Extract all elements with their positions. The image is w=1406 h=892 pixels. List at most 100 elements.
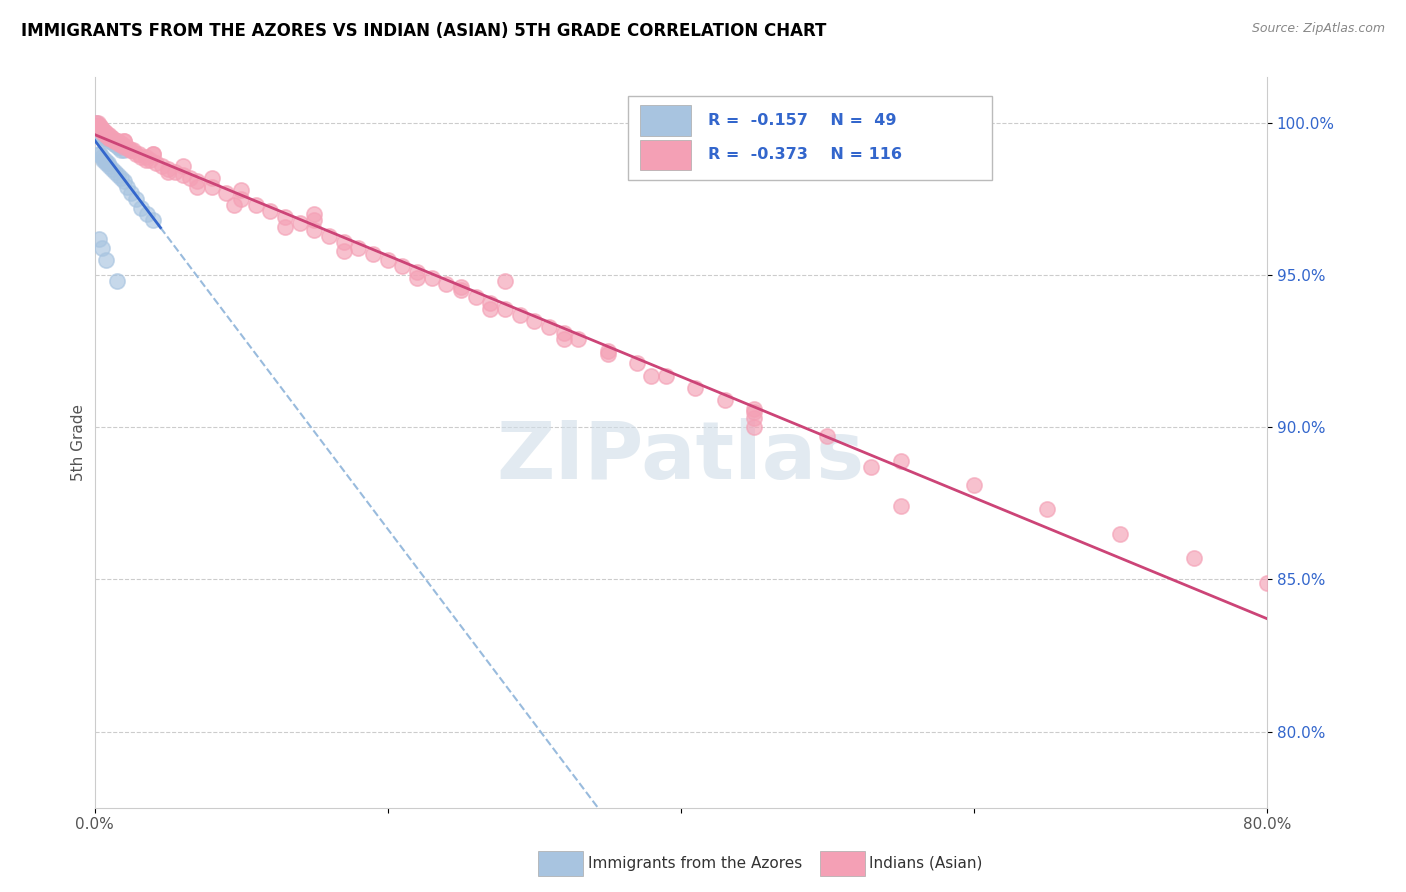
Text: ZIPatlas: ZIPatlas [496, 418, 865, 496]
Point [97, 128, 120, 143]
Point [98, 134, 121, 148]
Point [145, 155, 167, 169]
Point [105, 274, 128, 288]
Point [93, 125, 115, 139]
Point [104, 134, 127, 148]
Text: Immigrants from the Azores: Immigrants from the Azores [588, 856, 801, 871]
Point [115, 180, 138, 194]
Point [110, 144, 132, 158]
Point [509, 308, 531, 322]
Point [94, 125, 117, 139]
Point [245, 198, 267, 212]
Point [304, 222, 326, 236]
Text: IMMIGRANTS FROM THE AZORES VS INDIAN (ASIAN) 5TH GRADE CORRELATION CHART: IMMIGRANTS FROM THE AZORES VS INDIAN (AS… [21, 22, 827, 40]
Point [523, 314, 546, 328]
Point [135, 153, 157, 167]
Point [406, 265, 429, 279]
Point [101, 131, 124, 145]
Point [87, 119, 110, 133]
Point [124, 146, 146, 161]
Point [112, 134, 135, 148]
Point [201, 170, 224, 185]
Point [186, 174, 208, 188]
Point [84, 116, 107, 130]
Point [107, 168, 129, 182]
Point [84, 116, 107, 130]
Point [87, 122, 110, 136]
FancyBboxPatch shape [640, 105, 692, 136]
Point [201, 180, 224, 194]
Point [231, 192, 253, 206]
Point [640, 368, 662, 383]
Point [890, 454, 912, 468]
Point [87, 122, 110, 136]
Point [131, 150, 153, 164]
Point [464, 289, 486, 303]
Text: R =  -0.157    N =  49: R = -0.157 N = 49 [707, 113, 896, 128]
Point [742, 402, 765, 417]
Point [118, 144, 141, 158]
Point [713, 392, 735, 407]
Point [93, 131, 115, 145]
FancyBboxPatch shape [628, 95, 991, 179]
Point [98, 131, 121, 145]
Point [450, 280, 472, 294]
Point [215, 186, 238, 200]
Point [288, 217, 311, 231]
Point [231, 183, 253, 197]
Point [105, 137, 128, 152]
Point [347, 241, 370, 255]
Point [377, 252, 399, 267]
Point [89, 125, 111, 139]
Point [274, 211, 297, 225]
Point [86, 119, 108, 133]
Point [115, 140, 138, 154]
Point [103, 137, 125, 152]
Point [84, 119, 107, 133]
Point [93, 153, 115, 167]
Point [304, 207, 326, 221]
Point [626, 356, 648, 370]
Point [124, 192, 146, 206]
Point [101, 161, 124, 176]
Point [685, 381, 707, 395]
Point [112, 140, 135, 154]
Point [111, 137, 134, 152]
Point [222, 198, 245, 212]
Point [100, 131, 122, 145]
Point [87, 146, 110, 161]
Point [107, 134, 129, 148]
Point [108, 137, 131, 152]
Point [98, 159, 121, 173]
Point [93, 128, 115, 143]
Point [86, 116, 108, 130]
Point [135, 150, 157, 164]
Point [139, 153, 162, 167]
Point [90, 150, 112, 164]
Point [742, 420, 765, 434]
Point [89, 119, 111, 133]
Point [108, 140, 131, 154]
Point [110, 137, 132, 152]
Point [494, 301, 516, 316]
Point [110, 137, 132, 152]
Point [121, 144, 143, 158]
Point [110, 170, 132, 185]
Y-axis label: 5th Grade: 5th Grade [72, 404, 86, 481]
Point [1182, 551, 1205, 566]
Point [479, 301, 502, 316]
Point [103, 134, 125, 148]
Point [420, 271, 443, 285]
Point [112, 144, 135, 158]
Point [101, 134, 124, 148]
Point [89, 146, 111, 161]
Text: Indians (Asian): Indians (Asian) [869, 856, 983, 871]
Point [742, 411, 765, 425]
Point [112, 134, 135, 148]
Point [90, 128, 112, 143]
Point [142, 146, 165, 161]
Point [406, 271, 429, 285]
Point [87, 119, 110, 133]
Point [96, 155, 118, 169]
Point [537, 320, 560, 334]
